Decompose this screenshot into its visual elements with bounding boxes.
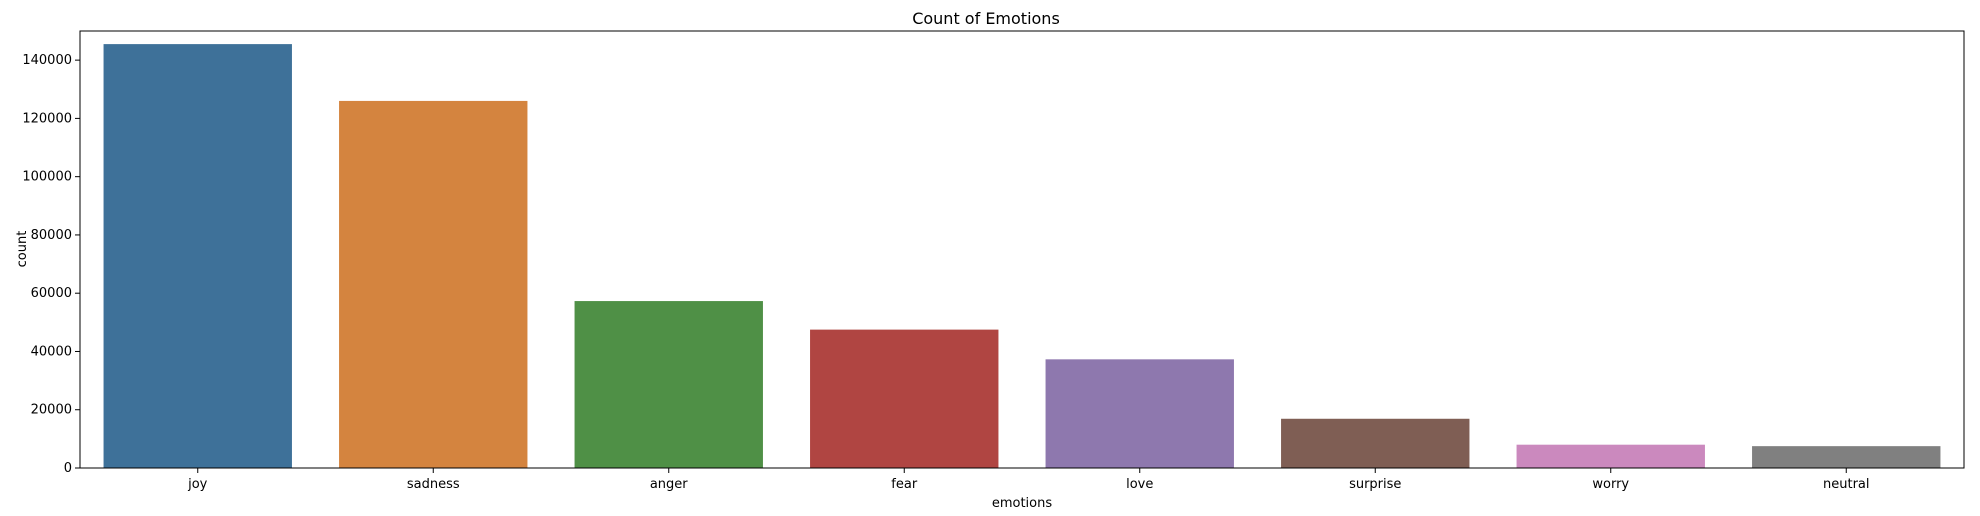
y-tick-label-80000: 80000	[31, 228, 72, 243]
bar-joy	[103, 44, 292, 469]
y-tick-label-0: 0	[64, 461, 72, 476]
y-axis: 0 20000 40000 60000 80000 100000 120000 140000	[22, 53, 80, 476]
y-tick-label-40000: 40000	[31, 344, 72, 359]
x-tick-label-joy: joy	[187, 477, 208, 492]
bar-neutral	[1752, 446, 1941, 468]
bars-layer	[103, 44, 1941, 469]
plot-frame	[79, 30, 1965, 469]
y-tick-label-60000: 60000	[31, 286, 72, 301]
bar-sadness	[339, 100, 528, 469]
x-tick-label-anger: anger	[650, 477, 688, 492]
bar-surprise	[1281, 418, 1470, 468]
y-tick-label-120000: 120000	[22, 111, 72, 126]
y-tick-label-20000: 20000	[31, 403, 72, 418]
x-tick-label-fear: fear	[891, 477, 918, 492]
x-tick-label-love: love	[1126, 477, 1153, 492]
x-tick-label-sadness: sadness	[407, 477, 460, 492]
x-tick-label-worry: worry	[1592, 477, 1629, 492]
x-axis: joy sadness anger fear love surprise worry neut…	[187, 468, 1870, 492]
y-axis-label: count	[15, 231, 30, 268]
x-tick-label-surprise: surprise	[1349, 477, 1401, 492]
plot-area: 020000400006000080000100000120000140000 …	[22, 30, 1965, 492]
bar-fear	[810, 329, 999, 468]
bar-anger	[574, 301, 763, 468]
bar-love	[1045, 359, 1234, 468]
x-tick-label-neutral: neutral	[1823, 477, 1870, 492]
x-axis-label: emotions	[992, 496, 1053, 511]
y-tick-label-100000: 100000	[22, 170, 72, 185]
y-tick-label-140000: 140000	[22, 53, 72, 68]
chart-title: Count of Emotions	[912, 9, 1060, 28]
bar-worry	[1516, 444, 1705, 468]
